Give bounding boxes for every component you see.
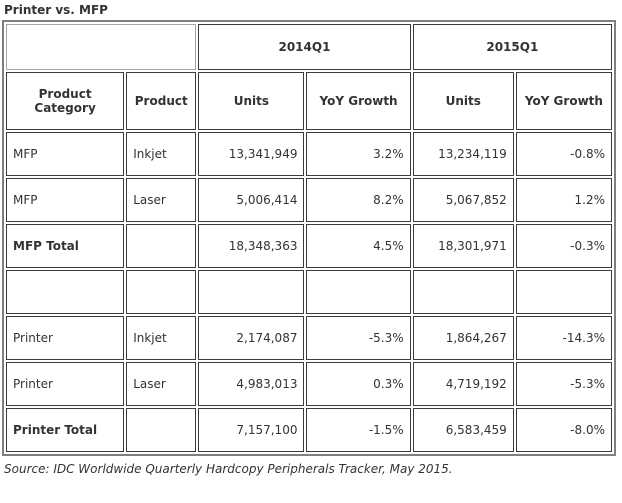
yoy-2014-cell: 3.2%: [306, 132, 411, 176]
table-row-mfp-laser: MFP Laser 5,006,414 8.2% 5,067,852 1.2%: [6, 178, 612, 222]
table-row-printer-inkjet: Printer Inkjet 2,174,087 -5.3% 1,864,267…: [6, 316, 612, 360]
table-row-printer-laser: Printer Laser 4,983,013 0.3% 4,719,192 -…: [6, 362, 612, 406]
table-row-printer-total: Printer Total 7,157,100 -1.5% 6,583,459 …: [6, 408, 612, 452]
yoy-2015-cell: -5.3%: [515, 362, 612, 406]
table-row-mfp-inkjet: MFP Inkjet 13,341,949 3.2% 13,234,119 -0…: [6, 132, 612, 176]
table-title: Printer vs. MFP: [4, 3, 108, 17]
yoy-2014-cell: 8.2%: [306, 178, 411, 222]
col-header-units-2015: Units: [412, 72, 514, 130]
yoy-2015-cell: -8.0%: [515, 408, 612, 452]
units-2015-cell: 5,067,852: [412, 178, 514, 222]
product-cell: Laser: [126, 178, 197, 222]
quarter-2015q1-header: 2015Q1: [412, 24, 612, 70]
yoy-2015-cell: -0.3%: [515, 224, 612, 268]
category-cell: Printer Total: [6, 408, 125, 452]
column-header-row: Product Category Product Units YoY Growt…: [6, 72, 612, 130]
yoy-2015-cell: 1.2%: [515, 178, 612, 222]
category-cell: MFP: [6, 132, 125, 176]
col-header-yoy-2015: YoY Growth: [515, 72, 612, 130]
printer-vs-mfp-table: 2014Q1 2015Q1 Product Category Product U…: [2, 20, 616, 456]
units-2014-cell: 5,006,414: [198, 178, 305, 222]
product-cell: Inkjet: [126, 132, 197, 176]
units-2014-cell: 13,341,949: [198, 132, 305, 176]
units-2015-cell: 1,864,267: [412, 316, 514, 360]
category-cell: Printer: [6, 362, 125, 406]
yoy-2014-cell: 4.5%: [306, 224, 411, 268]
units-2015-cell: [412, 270, 514, 314]
category-cell: MFP Total: [6, 224, 125, 268]
yoy-2014-cell: [306, 270, 411, 314]
units-2014-cell: [198, 270, 305, 314]
units-2014-cell: 2,174,087: [198, 316, 305, 360]
units-2015-cell: 18,301,971: [412, 224, 514, 268]
product-cell: [126, 408, 197, 452]
quarter-header-row: 2014Q1 2015Q1: [6, 24, 612, 70]
yoy-2014-cell: -5.3%: [306, 316, 411, 360]
category-cell: Printer: [6, 316, 125, 360]
product-cell: [126, 270, 197, 314]
yoy-2014-cell: 0.3%: [306, 362, 411, 406]
units-2014-cell: 4,983,013: [198, 362, 305, 406]
category-cell: MFP: [6, 178, 125, 222]
table-row-mfp-total: MFP Total 18,348,363 4.5% 18,301,971 -0.…: [6, 224, 612, 268]
category-cell: [6, 270, 125, 314]
col-header-units-2014: Units: [198, 72, 305, 130]
col-header-product: Product: [126, 72, 197, 130]
corner-blank-cell: [6, 24, 197, 70]
units-2015-cell: 4,719,192: [412, 362, 514, 406]
units-2015-cell: 6,583,459: [412, 408, 514, 452]
product-cell: [126, 224, 197, 268]
units-2014-cell: 18,348,363: [198, 224, 305, 268]
col-header-yoy-2014: YoY Growth: [306, 72, 411, 130]
table-row-spacer: [6, 270, 612, 314]
units-2015-cell: 13,234,119: [412, 132, 514, 176]
yoy-2015-cell: -0.8%: [515, 132, 612, 176]
source-note: Source: IDC Worldwide Quarterly Hardcopy…: [4, 462, 453, 476]
yoy-2015-cell: -14.3%: [515, 316, 612, 360]
quarter-2014q1-header: 2014Q1: [198, 24, 411, 70]
product-cell: Inkjet: [126, 316, 197, 360]
product-cell: Laser: [126, 362, 197, 406]
yoy-2015-cell: [515, 270, 612, 314]
units-2014-cell: 7,157,100: [198, 408, 305, 452]
yoy-2014-cell: -1.5%: [306, 408, 411, 452]
col-header-product-category: Product Category: [6, 72, 125, 130]
